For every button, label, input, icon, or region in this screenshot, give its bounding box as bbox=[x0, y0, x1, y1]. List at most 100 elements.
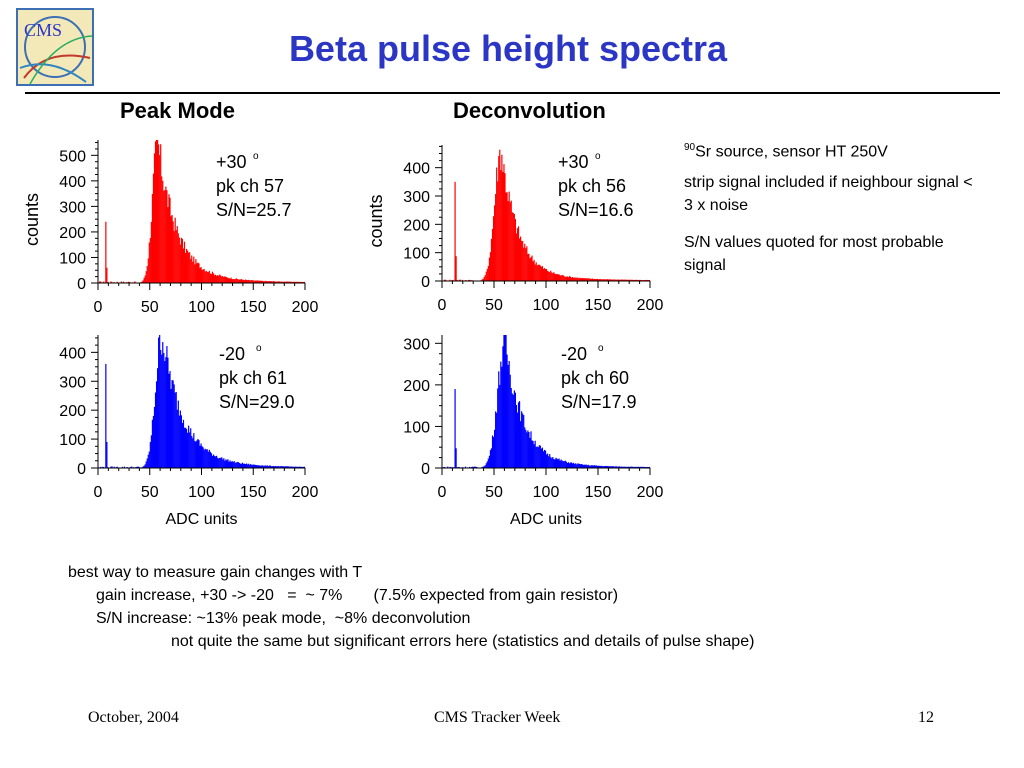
y-tick-label: 100 bbox=[403, 419, 430, 436]
histogram-bar bbox=[250, 280, 252, 283]
histogram-bar bbox=[264, 280, 266, 283]
x-tick-label: 150 bbox=[240, 484, 267, 501]
histogram-bar bbox=[490, 448, 493, 468]
histogram-bar bbox=[581, 463, 583, 468]
histogram-bar bbox=[121, 466, 124, 468]
histogram-bar bbox=[454, 389, 456, 468]
histogram-bar bbox=[193, 433, 195, 468]
histogram-bar bbox=[252, 464, 254, 468]
histogram-bar bbox=[265, 281, 267, 283]
histogram-bar bbox=[499, 149, 501, 281]
histogram-bar bbox=[586, 278, 588, 281]
histogram-bar bbox=[638, 466, 640, 468]
histogram-bar bbox=[598, 465, 600, 468]
note-strip-signal: strip signal included if neighbour signa… bbox=[684, 174, 973, 214]
histogram-bar bbox=[279, 466, 281, 468]
histogram-bar bbox=[231, 460, 233, 468]
histogram-bar bbox=[277, 281, 279, 283]
histogram-bar bbox=[535, 446, 537, 468]
histogram-bar bbox=[614, 279, 616, 281]
histogram-bar bbox=[181, 238, 184, 283]
annotation-peak-channel: pk ch 61 bbox=[219, 368, 287, 388]
histogram-bar bbox=[284, 281, 286, 283]
histogram-bar bbox=[184, 427, 187, 468]
histogram-bar bbox=[488, 257, 490, 281]
histogram-bar bbox=[499, 384, 501, 468]
summary-line-1: best way to measure gain changes with T bbox=[68, 564, 363, 581]
histogram-bar bbox=[503, 164, 505, 281]
x-tick-label: 50 bbox=[485, 297, 503, 314]
histogram-bar bbox=[222, 459, 224, 468]
histogram-bar bbox=[189, 432, 191, 468]
histogram-bar bbox=[299, 281, 302, 283]
histogram-bar bbox=[146, 266, 148, 283]
histogram-bar bbox=[582, 464, 584, 468]
histogram-bar bbox=[191, 435, 193, 468]
histogram-bar bbox=[156, 368, 159, 468]
histogram-bar bbox=[271, 281, 274, 283]
histogram-bar bbox=[635, 279, 637, 281]
histogram-bar bbox=[298, 466, 300, 468]
histogram-bar bbox=[152, 173, 155, 283]
histogram-bar bbox=[605, 465, 607, 468]
histogram-bar bbox=[458, 279, 460, 281]
histogram-bar bbox=[547, 270, 549, 281]
x-tick-label: 50 bbox=[141, 299, 159, 316]
x-tick-label: 200 bbox=[637, 484, 664, 501]
histogram-bar bbox=[561, 274, 563, 281]
histogram-bar bbox=[262, 465, 264, 468]
histogram-bar bbox=[165, 186, 167, 283]
histogram-bar bbox=[244, 279, 247, 283]
histogram-bar bbox=[263, 281, 265, 283]
histogram-bar bbox=[485, 271, 487, 281]
histogram-bar bbox=[617, 466, 619, 468]
histogram-bar bbox=[286, 281, 288, 283]
histogram-bar bbox=[193, 256, 195, 283]
histogram-bar bbox=[619, 466, 622, 468]
histogram-bar bbox=[583, 464, 585, 468]
histogram-bar bbox=[510, 388, 512, 468]
histogram-bar bbox=[627, 466, 629, 468]
histogram-bar bbox=[614, 466, 616, 468]
annotation-degree: o bbox=[595, 151, 601, 162]
histogram-bar bbox=[535, 262, 537, 281]
note-source-sup: 90 bbox=[684, 142, 696, 153]
histogram-bar bbox=[200, 266, 202, 283]
histogram-bar bbox=[158, 144, 160, 283]
histogram-bar bbox=[273, 466, 276, 468]
histogram-bar bbox=[554, 273, 556, 281]
histogram-bar bbox=[136, 466, 138, 468]
histogram-bar bbox=[593, 465, 596, 468]
histogram-bar bbox=[289, 466, 291, 468]
histogram-bar bbox=[512, 394, 514, 468]
histogram-bar bbox=[557, 459, 559, 468]
histogram-bar bbox=[628, 279, 630, 281]
histogram-bar bbox=[293, 281, 295, 283]
histogram-bar bbox=[645, 279, 648, 281]
histogram-bar bbox=[495, 193, 497, 281]
cms-logo: CMS bbox=[16, 8, 94, 86]
histogram-bar bbox=[630, 279, 632, 281]
histogram-bar bbox=[229, 460, 231, 468]
y-tick-label: 400 bbox=[59, 174, 86, 191]
histogram-bar bbox=[151, 194, 154, 283]
histogram-bar bbox=[604, 465, 606, 468]
histogram-bar bbox=[243, 280, 246, 283]
histogram-bar bbox=[474, 466, 476, 468]
annotation-temperature: -20 bbox=[561, 344, 587, 364]
histogram-bar bbox=[142, 280, 144, 283]
histogram-bar bbox=[642, 466, 644, 468]
histogram-bar bbox=[472, 466, 474, 468]
histogram-bar bbox=[483, 466, 485, 468]
histogram-bar bbox=[455, 448, 457, 468]
annotation-peak-channel: pk ch 56 bbox=[558, 176, 626, 196]
histogram-bar bbox=[511, 393, 513, 468]
histogram-bar bbox=[111, 466, 113, 468]
title-divider bbox=[25, 92, 1000, 94]
histogram-bar bbox=[203, 269, 205, 283]
histogram-bar bbox=[590, 278, 592, 281]
histogram-bar bbox=[303, 281, 306, 283]
histogram-bar bbox=[288, 281, 290, 283]
histogram-bar bbox=[616, 279, 618, 281]
histogram-bar bbox=[508, 360, 510, 468]
